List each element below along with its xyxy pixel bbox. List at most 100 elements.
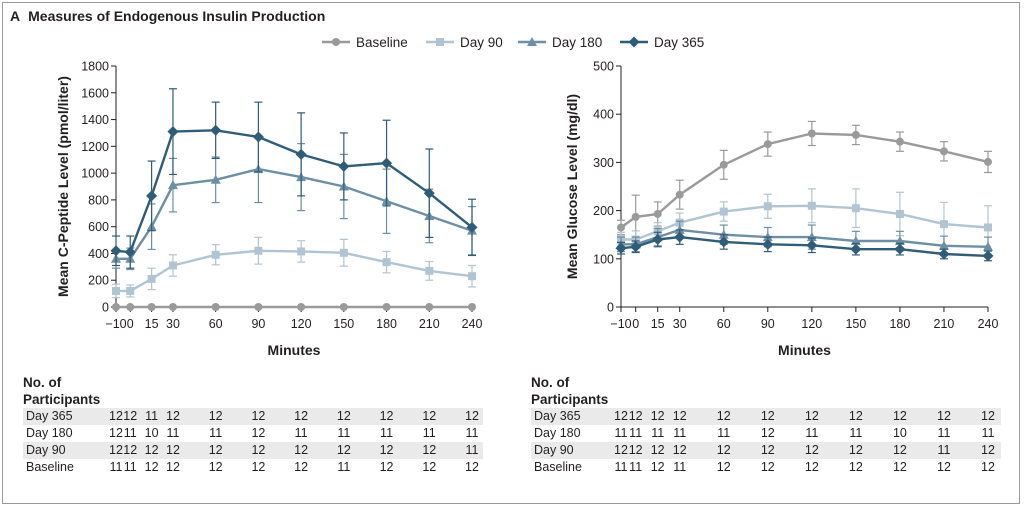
glucose-point-baseline: [984, 157, 992, 166]
participants-row-label: Day 180: [534, 426, 581, 440]
c-peptide-point-day-365: [124, 246, 136, 258]
participants-row-label: Day 365: [534, 409, 581, 423]
glucose-line-day-365: [620, 235, 989, 258]
participants-count: 12: [379, 409, 394, 423]
participants-count: 12: [716, 443, 731, 457]
glucose-x-tick-label: 15: [651, 317, 665, 331]
c-peptide-series-baseline: [112, 303, 476, 311]
glucose-point-baseline: [631, 212, 640, 221]
participants-count: 12: [166, 409, 180, 423]
participants-count: 12: [294, 409, 309, 423]
c-peptide-x-tick-label: 240: [462, 317, 483, 331]
participants-count: 12: [716, 460, 731, 474]
participants-count: 11: [337, 426, 351, 440]
c-peptide-point-day-90: [339, 248, 348, 257]
c-peptide-x-tick-label: −10: [105, 317, 126, 331]
glucose-y-axis-title: Mean Glucose Level (mg/dl): [564, 94, 580, 279]
participants-count: 12: [892, 443, 907, 457]
participants-count: 11: [294, 426, 308, 440]
glucose-y-tick-label: 100: [593, 252, 614, 266]
c-peptide-point-day-180: [167, 180, 178, 190]
participants-count: 12: [981, 443, 995, 457]
c-peptide-point-day-90: [425, 266, 434, 275]
glucose-y-tick-label: 0: [607, 301, 614, 315]
glucose-point-day-365: [938, 248, 950, 260]
c-peptide-y-tick-label: 1000: [81, 167, 109, 181]
c-peptide-y-tick-label: 200: [88, 274, 109, 288]
c-peptide-line-day-180: [116, 167, 473, 260]
participants-count: 12: [804, 460, 819, 474]
participants-count: 12: [123, 409, 138, 423]
c-peptide-point-day-180: [210, 174, 221, 184]
glucose-point-day-365: [718, 236, 730, 248]
participants-count: 12: [716, 409, 731, 423]
c-peptide-point-day-90: [126, 286, 135, 295]
participants-count: 12: [760, 409, 775, 423]
glucose-x-axis-title: Minutes: [778, 342, 831, 358]
glucose-point-day-90: [984, 223, 992, 232]
glucose-x-tick-label: 240: [978, 317, 999, 331]
glucose-point-baseline: [719, 160, 728, 169]
glucose-x-tick-label: 210: [934, 317, 955, 331]
participants-count: 11: [422, 426, 436, 440]
participants-count: 12: [208, 443, 223, 457]
glucose-point-day-90: [763, 202, 772, 211]
c-peptide-point-baseline: [168, 303, 177, 311]
glucose-point-day-90: [895, 209, 904, 218]
glucose-x-tick-label: 60: [717, 317, 731, 331]
glucose-point-baseline: [807, 129, 816, 138]
c-peptide-y-tick-label: 1600: [81, 86, 109, 100]
participants-row-label: Baseline: [534, 460, 582, 474]
participants-count: 12: [614, 443, 628, 457]
c-peptide-x-tick-label: 180: [376, 317, 397, 331]
glucose-y-tick-label: 300: [593, 156, 614, 170]
participants-row-day-90: Day 90 12 12 12 12 12 12 12 12 12 11 12: [531, 442, 1001, 459]
participants-count: 12: [379, 443, 394, 457]
glucose-point-day-365: [762, 238, 774, 250]
participants-row-baseline: Baseline 11 11 12 11 12 12 12 12 12 12 12: [531, 459, 1001, 476]
participants-count: 11: [465, 443, 479, 457]
c-peptide-point-day-365: [423, 187, 435, 199]
glucose-point-baseline: [617, 223, 625, 232]
c-peptide-point-day-365: [210, 124, 222, 136]
c-peptide-x-tick-label: 210: [419, 317, 440, 331]
glucose-series-day-365: [615, 229, 994, 262]
participants-row-label: Day 90: [534, 443, 574, 457]
glucose-x-tick-label: 180: [889, 317, 910, 331]
c-peptide-y-tick-label: 1400: [81, 113, 109, 127]
participants-count: 12: [208, 460, 223, 474]
glucose-y-tick-label: 200: [593, 204, 614, 218]
participants-count: 11: [109, 460, 123, 474]
glucose-point-day-365: [615, 242, 627, 254]
c-peptide-point-baseline: [297, 303, 306, 311]
participants-count: 12: [672, 443, 687, 457]
participants-count: 12: [422, 409, 437, 423]
legend-marker-day-180: [527, 37, 537, 46]
participants-count: 12: [981, 460, 995, 474]
participants-count: 12: [166, 443, 180, 457]
participants-count: 11: [651, 426, 665, 440]
c-peptide-point-baseline: [112, 303, 120, 311]
c-peptide-point-day-90: [254, 246, 263, 255]
glucose-point-day-90: [939, 220, 948, 229]
legend-marker-baseline: [332, 38, 340, 46]
participants-header-line1: No. of: [531, 375, 570, 390]
participants-row-day-90: Day 90 12 12 12 12 12 12 12 12 12 12 11: [23, 442, 483, 459]
c-peptide-point-day-90: [297, 247, 306, 256]
c-peptide-point-baseline: [126, 303, 135, 311]
legend-label-baseline: Baseline: [356, 35, 408, 50]
c-peptide-point-baseline: [468, 303, 476, 311]
participants-count: 12: [109, 426, 123, 440]
participants-count: 12: [614, 409, 628, 423]
participants-count: 12: [650, 409, 665, 423]
c-peptide-point-day-90: [147, 274, 156, 283]
participants-count: 12: [379, 460, 394, 474]
participants-count: 12: [251, 426, 266, 440]
legend-marker-day-365: [628, 36, 640, 48]
participants-row-label: Day 90: [26, 443, 66, 457]
participants-count: 11: [937, 426, 951, 440]
c-peptide-point-day-365: [146, 190, 158, 202]
